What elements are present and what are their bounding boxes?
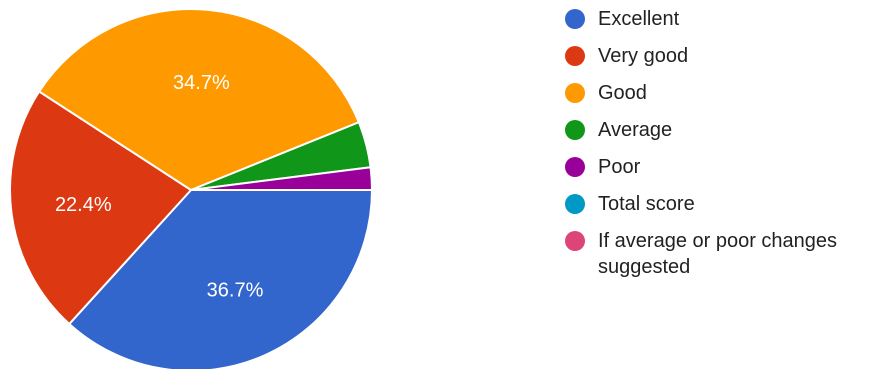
legend-label: Average (598, 119, 673, 141)
legend-swatch (565, 83, 585, 103)
legend-item[interactable]: Excellent (565, 6, 885, 32)
legend-swatch (565, 46, 585, 66)
pie-slice-poor[interactable] (190, 166, 374, 191)
legend-label: If average or poor changes suggested (598, 230, 838, 278)
legend-item[interactable]: Total score (565, 191, 885, 217)
chart-legend: Excellent Very good Good Average Poor Total s… (565, 6, 885, 291)
legend-label: Excellent (598, 8, 680, 30)
legend-swatch (565, 194, 585, 214)
legend-item[interactable]: Good (565, 80, 885, 106)
legend-swatch (565, 231, 585, 251)
legend-swatch (565, 120, 585, 140)
legend-label: Good (598, 82, 647, 104)
legend-swatch (565, 9, 585, 29)
legend-label: Total score (598, 193, 695, 215)
legend-item[interactable]: Poor (565, 154, 885, 180)
legend-item[interactable]: Very good (565, 43, 885, 69)
slice-value-label: 36.7% (207, 279, 264, 301)
slice-value-label: 22.4% (55, 194, 112, 216)
legend-label: Very good (598, 45, 689, 67)
pie-chart-plot: 36.7% 22.4% 34.7% (9, 8, 374, 369)
slice-value-label: 34.7% (173, 72, 230, 94)
pie-slice-good[interactable] (37, 8, 361, 192)
legend-item[interactable]: Average (565, 117, 885, 143)
legend-label: Poor (598, 156, 641, 178)
pie-slice-very-good[interactable] (9, 90, 193, 326)
legend-item[interactable]: If average or poor changes suggested (565, 228, 885, 280)
pie-slice-excellent[interactable] (67, 189, 374, 369)
legend-swatch (565, 157, 585, 177)
